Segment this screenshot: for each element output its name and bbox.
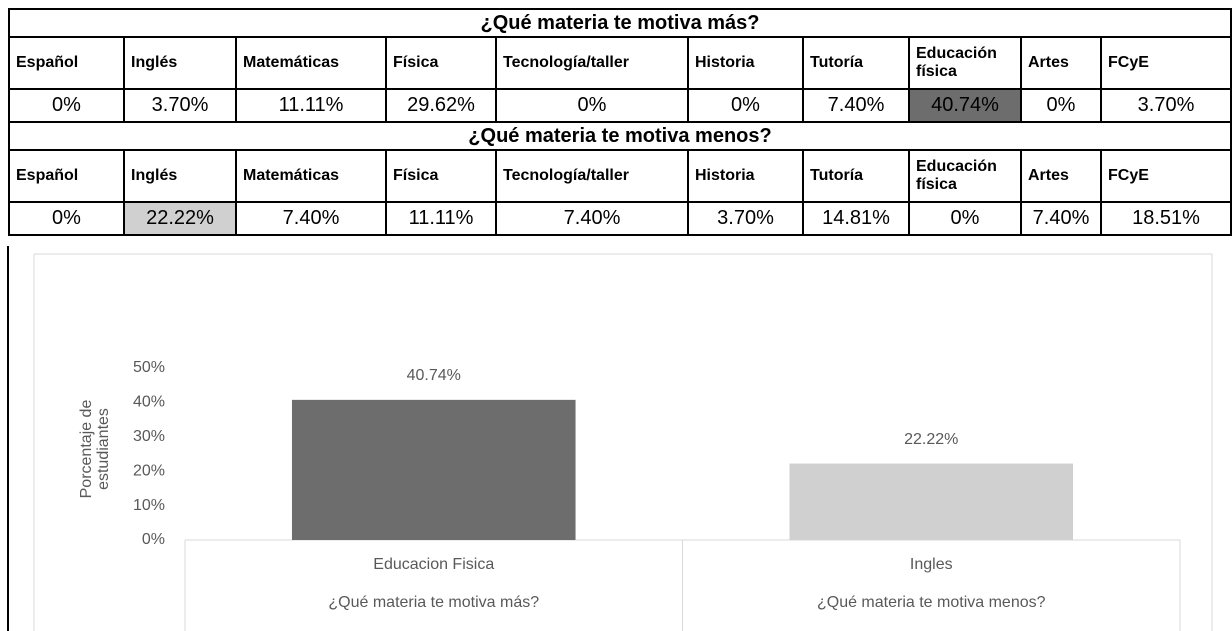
table-title: ¿Qué materia te motiva más? — [7, 8, 1232, 38]
table-title: ¿Qué materia te motiva menos? — [7, 121, 1232, 151]
column-header: Educación física — [908, 149, 1022, 203]
percent-cell: 18.51% — [1099, 201, 1232, 236]
column-header: FCyE — [1099, 36, 1232, 90]
percent-cell: 7.40% — [802, 88, 910, 123]
column-header: Matemáticas — [235, 36, 387, 90]
column-header: Tecnología/taller — [495, 36, 689, 90]
column-header: Artes — [1020, 36, 1102, 90]
percent-cell: 3.70% — [687, 201, 804, 236]
y-tick-label: 30% — [133, 428, 165, 445]
y-tick-label: 40% — [133, 394, 165, 411]
percent-cell: 40.74% — [908, 88, 1022, 123]
percent-cell: 0% — [495, 88, 689, 123]
percent-cell: 0% — [687, 88, 804, 123]
percent-cell: 11.11% — [235, 88, 387, 123]
column-header: Física — [385, 36, 497, 90]
x-tick-label: Ingles — [910, 556, 953, 573]
x-group-label: ¿Qué materia te motiva más? — [328, 594, 539, 611]
column-header: Tecnología/taller — [495, 149, 689, 203]
x-group-label: ¿Qué materia te motiva menos? — [817, 594, 1046, 611]
column-header: Matemáticas — [235, 149, 387, 203]
column-header: Educación física — [908, 36, 1022, 90]
column-header: Español — [8, 36, 125, 90]
column-header: Tutoría — [802, 36, 910, 90]
percent-cell: 7.40% — [235, 201, 387, 236]
percent-cell: 0% — [1020, 88, 1102, 123]
chart-frame — [33, 253, 1213, 631]
y-tick-label: 20% — [133, 462, 165, 479]
column-header: Tutoría — [802, 149, 910, 203]
column-header: Historia — [687, 149, 804, 203]
data-table: ¿Qué materia te motiva más? Español Inglés… — [7, 8, 1232, 236]
percent-cell: 29.62% — [385, 88, 497, 123]
percent-cell: 3.70% — [1099, 88, 1232, 123]
column-header: Artes — [1020, 149, 1102, 203]
y-tick-label: 0% — [142, 531, 165, 548]
percent-cell: 0% — [908, 201, 1022, 236]
percent-cell: 11.11% — [385, 201, 497, 236]
y-tick-label: 50% — [133, 359, 165, 376]
percent-cell: 0% — [8, 201, 125, 236]
value-label: 40.74% — [407, 367, 461, 384]
percent-cell: 14.81% — [802, 201, 910, 236]
percent-cell: 3.70% — [123, 88, 237, 123]
bar — [291, 399, 576, 540]
percent-cell: 7.40% — [495, 201, 689, 236]
column-header: Inglés — [123, 149, 237, 203]
column-header: Español — [8, 149, 125, 203]
column-header: Inglés — [123, 36, 237, 90]
percent-cell: 22.22% — [123, 201, 237, 236]
column-header: Historia — [687, 36, 804, 90]
column-header: FCyE — [1099, 149, 1232, 203]
chart: 0% 10% 20% 30% 40% 50% Educacion Fisica ¿Qué ma… — [7, 246, 1213, 631]
bar — [789, 463, 1074, 540]
x-tick-label: Educacion Fisica — [373, 556, 494, 573]
value-label: 22.22% — [904, 431, 958, 448]
percent-cell: 0% — [8, 88, 125, 123]
y-axis-label: Porcentaje de estudiantes — [78, 399, 112, 499]
column-header: Física — [385, 149, 497, 203]
y-tick-label: 10% — [133, 497, 165, 514]
percent-cell: 7.40% — [1020, 201, 1102, 236]
